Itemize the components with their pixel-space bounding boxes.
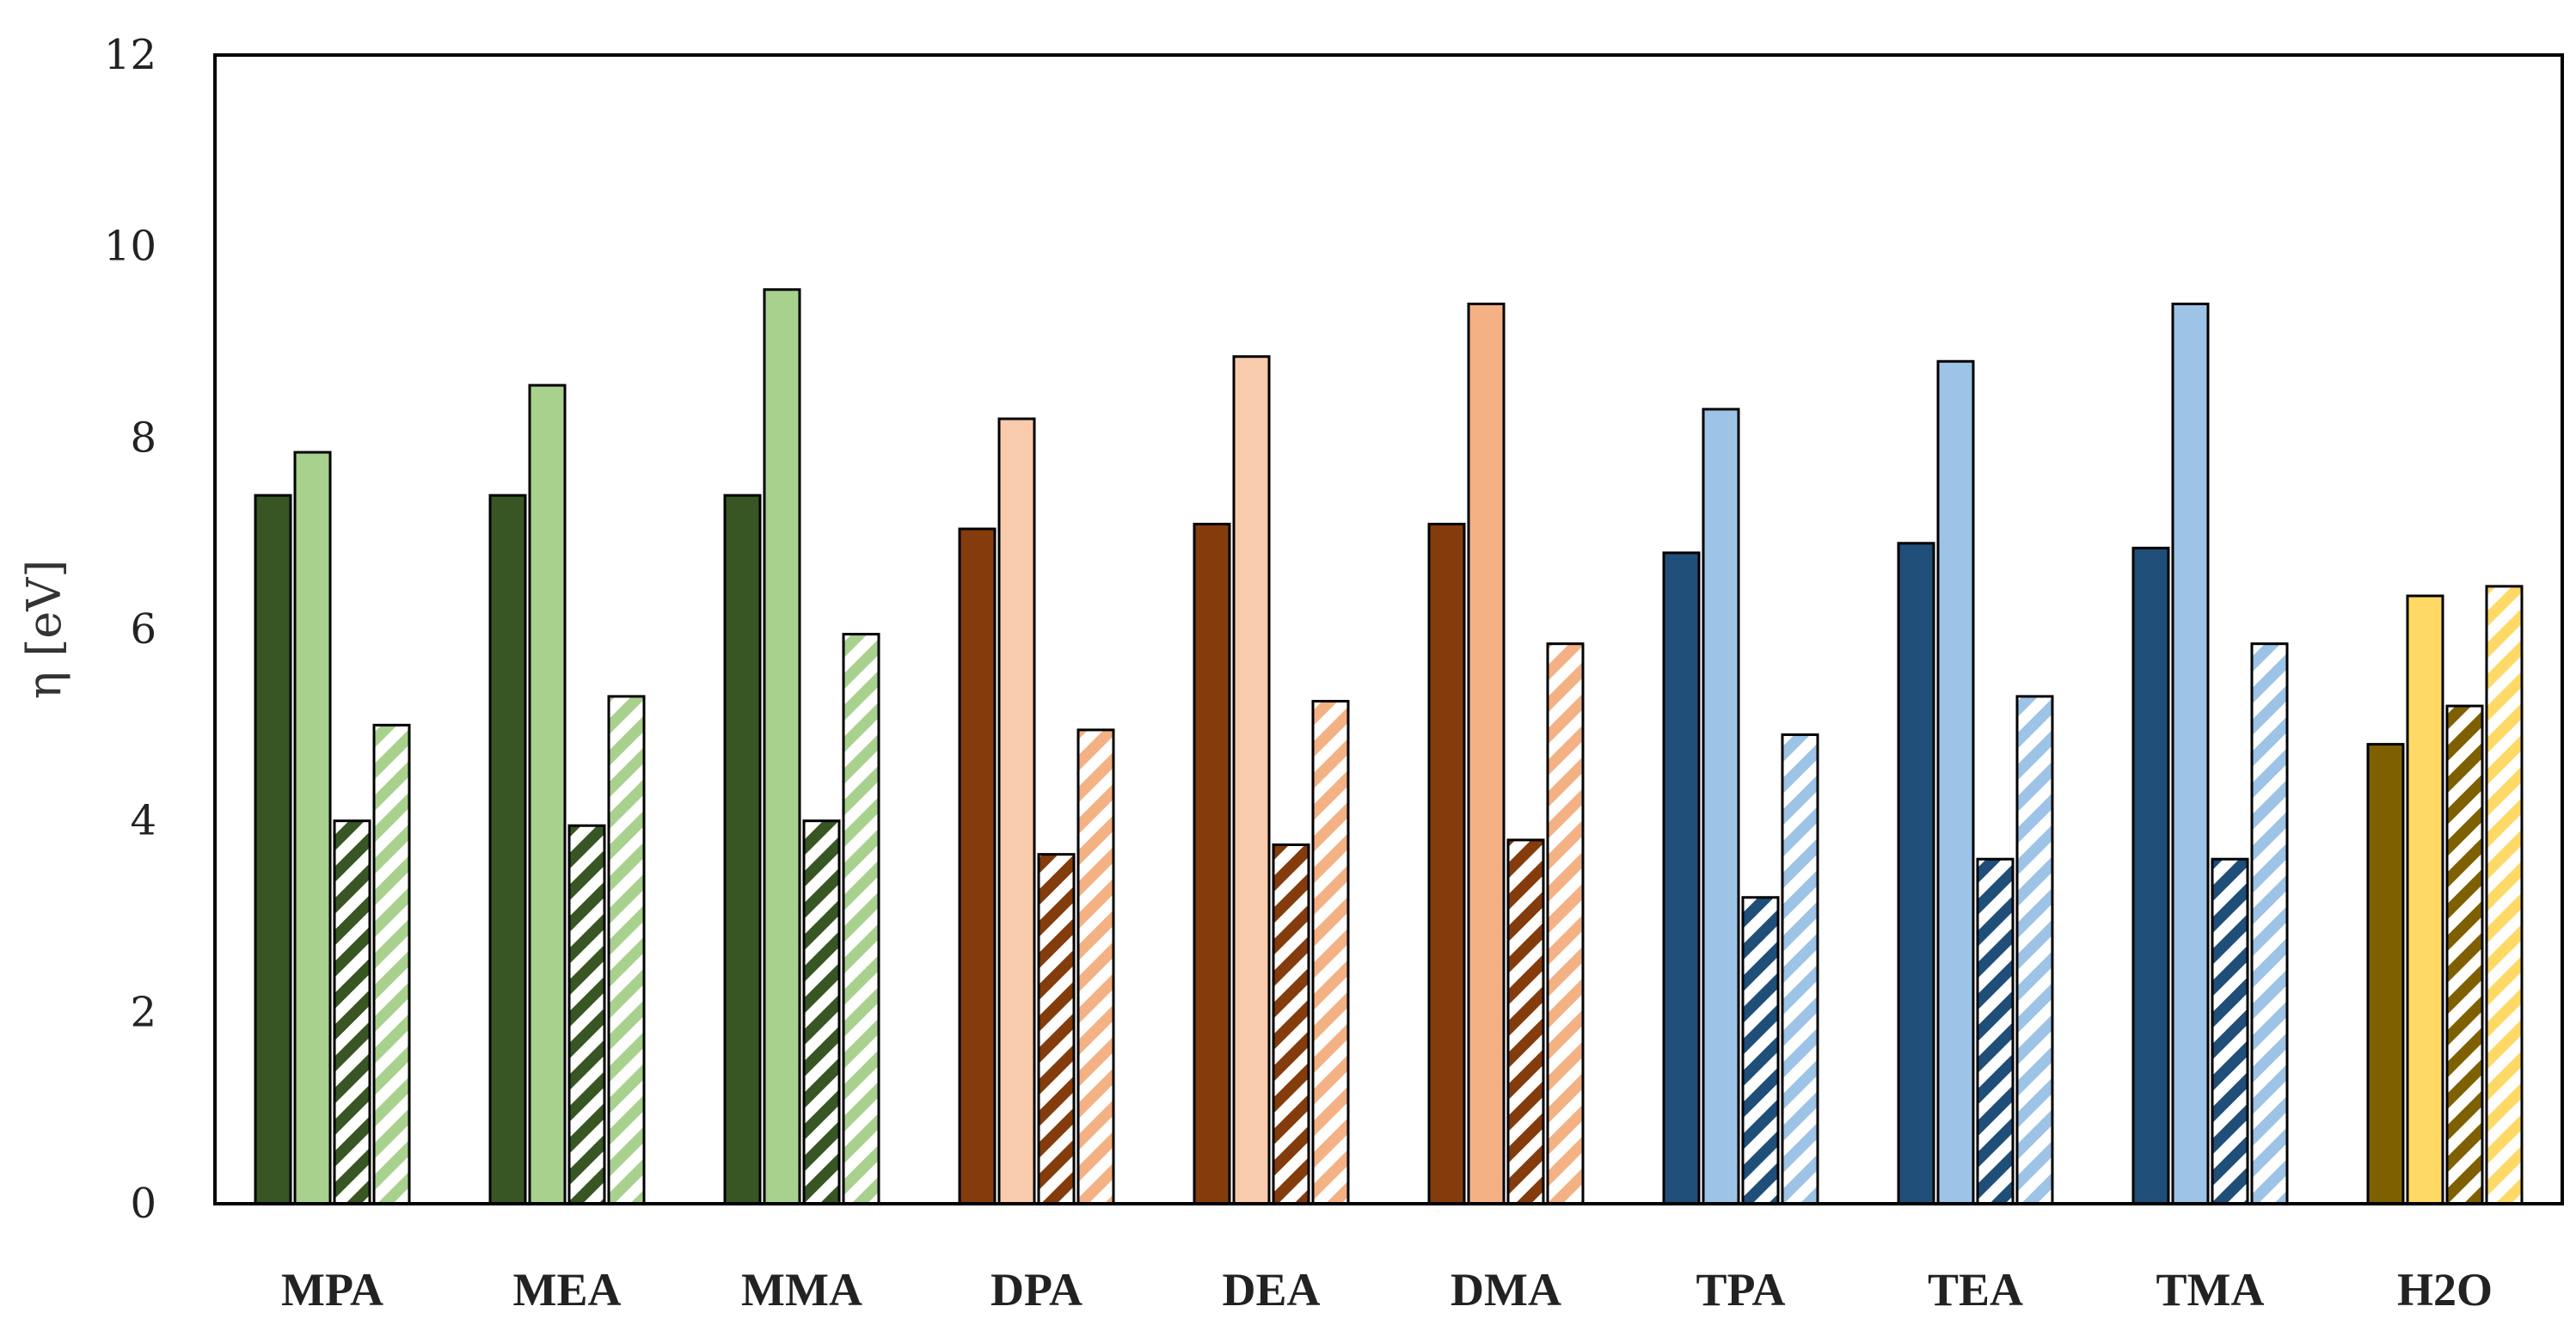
bar-tea-2	[1936, 359, 1975, 1205]
bar-tpa-4	[1781, 733, 1819, 1205]
y-tick-label: 4	[130, 797, 156, 845]
bar-dea-2	[1232, 355, 1271, 1205]
bar-mma-3	[802, 819, 841, 1205]
bar-tpa-1	[1662, 551, 1701, 1205]
x-axis-labels: MPA MEA MMA DPA DEA DMA TPA TEA TMA H2O	[281, 1264, 2493, 1316]
x-tick-label: H2O	[2397, 1264, 2493, 1316]
y-tick-label: 6	[130, 605, 156, 653]
bar-h2o-2	[2406, 594, 2444, 1205]
bar-tea-3	[1976, 857, 2015, 1205]
y-tick-label: 2	[130, 988, 156, 1036]
bar-tma-4	[2250, 642, 2289, 1205]
bar-h2o-1	[2366, 743, 2405, 1205]
x-tick-label: TEA	[1928, 1264, 2023, 1316]
x-tick-label: MMA	[741, 1264, 862, 1316]
bar-mea-2	[528, 383, 567, 1205]
bar-h2o-4	[2485, 585, 2524, 1205]
y-axis-title: η [eV]	[17, 560, 71, 700]
y-tick-label: 10	[104, 223, 156, 271]
bar-tpa-3	[1741, 896, 1780, 1205]
bar-h2o-3	[2445, 704, 2484, 1205]
bar-mea-1	[488, 494, 527, 1205]
bar-dma-1	[1427, 523, 1466, 1205]
y-tick-label: 8	[130, 414, 156, 462]
bar-mma-1	[723, 494, 762, 1205]
x-tick-label: MEA	[513, 1264, 622, 1316]
y-axis-ticks: 0 2 4 6 8 10 12	[104, 31, 156, 1228]
bar-mpa-1	[254, 494, 292, 1205]
bar-mpa-2	[293, 451, 332, 1205]
bar-dpa-4	[1076, 728, 1115, 1205]
bar-mpa-4	[372, 723, 411, 1205]
bar-tma-3	[2211, 857, 2249, 1205]
plot-frame	[213, 53, 2564, 1205]
bar-dpa-1	[958, 527, 997, 1205]
bar-dpa-2	[997, 417, 1036, 1205]
bar-tea-1	[1897, 542, 1935, 1205]
bar-dma-4	[1546, 642, 1585, 1205]
bar-tpa-2	[1702, 408, 1740, 1205]
y-tick-label: 12	[104, 31, 156, 79]
bar-tma-1	[2131, 546, 2170, 1205]
x-tick-label: DPA	[991, 1264, 1083, 1316]
bar-dpa-3	[1037, 853, 1076, 1205]
x-tick-label: DEA	[1222, 1264, 1320, 1316]
bar-mma-2	[763, 288, 801, 1205]
bar-tea-4	[2015, 695, 2054, 1205]
x-tick-label: MPA	[281, 1264, 383, 1316]
bar-dea-4	[1311, 700, 1350, 1205]
x-tick-label: TPA	[1696, 1264, 1786, 1316]
bar-mma-4	[842, 633, 880, 1205]
bar-tma-2	[2171, 302, 2210, 1205]
bars	[254, 288, 2524, 1205]
bar-mea-4	[607, 695, 646, 1205]
bar-mea-3	[567, 824, 606, 1205]
bar-dma-3	[1506, 838, 1545, 1205]
x-tick-label: TMA	[2156, 1264, 2265, 1316]
bar-mpa-3	[333, 819, 371, 1205]
bar-dea-3	[1272, 843, 1310, 1205]
y-tick-label: 0	[130, 1180, 156, 1228]
bar-dea-1	[1193, 523, 1231, 1205]
x-tick-label: DMA	[1451, 1264, 1561, 1316]
bar-dma-2	[1467, 302, 1506, 1205]
